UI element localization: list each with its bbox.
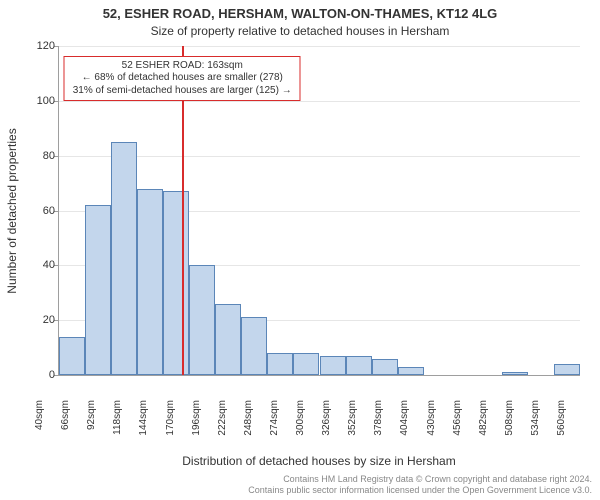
- annotation-line: ← 68% of detached houses are smaller (27…: [73, 72, 292, 85]
- y-tick-label: 120: [23, 40, 55, 52]
- histogram-bar: [215, 304, 241, 375]
- attribution-line2: Contains public sector information licen…: [248, 485, 592, 496]
- histogram-bar: [111, 142, 137, 375]
- histogram-bar: [293, 353, 319, 375]
- y-tick-label: 40: [23, 259, 55, 271]
- histogram-bar: [137, 189, 163, 375]
- chart-subtitle: Size of property relative to detached ho…: [0, 24, 600, 38]
- histogram-bar: [267, 353, 293, 375]
- histogram-bar: [241, 317, 267, 375]
- gridline: [59, 46, 580, 47]
- x-tick-label: 560sqm: [556, 400, 600, 436]
- histogram-bar: [372, 359, 398, 375]
- annotation-line: 31% of semi-detached houses are larger (…: [73, 85, 292, 98]
- attribution-text: Contains HM Land Registry data © Crown c…: [248, 474, 592, 497]
- y-axis-title: Number of detached properties: [5, 128, 19, 293]
- attribution-line1: Contains HM Land Registry data © Crown c…: [248, 474, 592, 485]
- histogram-bar: [163, 191, 189, 375]
- histogram-bar: [85, 205, 111, 375]
- y-tick-label: 60: [23, 205, 55, 217]
- histogram-bar: [189, 265, 215, 375]
- histogram-bar: [59, 337, 85, 375]
- chart-container: 52, ESHER ROAD, HERSHAM, WALTON-ON-THAME…: [0, 0, 600, 500]
- histogram-bar: [346, 356, 372, 375]
- y-tick-label: 0: [23, 369, 55, 381]
- chart-title-address: 52, ESHER ROAD, HERSHAM, WALTON-ON-THAME…: [0, 6, 600, 21]
- x-axis-title: Distribution of detached houses by size …: [58, 454, 580, 468]
- y-tick-label: 100: [23, 95, 55, 107]
- plot-area: 02040608010012052 ESHER ROAD: 163sqm← 68…: [58, 46, 580, 376]
- y-tick-label: 80: [23, 150, 55, 162]
- annotation-box: 52 ESHER ROAD: 163sqm← 68% of detached h…: [64, 56, 301, 102]
- histogram-bar: [554, 364, 580, 375]
- histogram-bar: [502, 372, 528, 375]
- histogram-bar: [398, 367, 424, 375]
- histogram-bar: [320, 356, 346, 375]
- gridline: [59, 156, 580, 157]
- y-tick-label: 20: [23, 314, 55, 326]
- chart-area: 02040608010012052 ESHER ROAD: 163sqm← 68…: [58, 46, 580, 416]
- annotation-line: 52 ESHER ROAD: 163sqm: [73, 60, 292, 73]
